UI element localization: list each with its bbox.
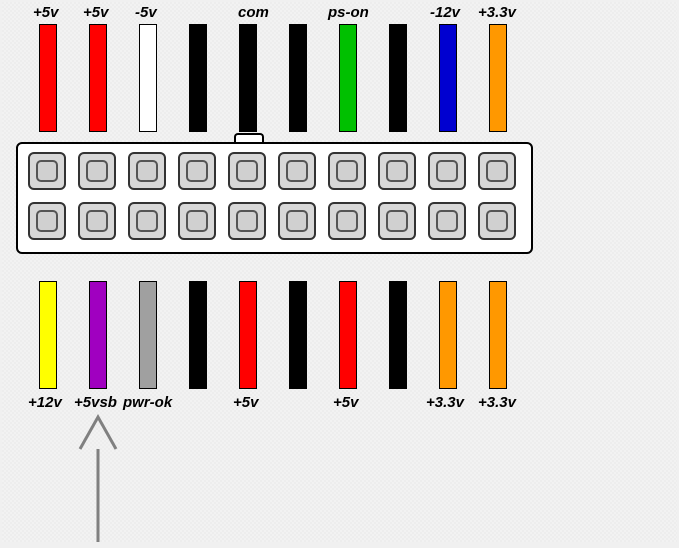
top-wire [289,24,307,132]
diagram-canvas: { "layout": { "wire_width": 18, "top_wir… [2,2,677,542]
connector-pin [278,152,316,190]
top-wire-label: ps-on [328,4,369,21]
bottom-wire-label: +5vsb [74,394,117,411]
bottom-wire-label: +3.3v [426,394,464,411]
connector-pin [28,152,66,190]
top-wire [339,24,357,132]
connector-pin [228,152,266,190]
top-wire [139,24,157,132]
connector-pin [328,152,366,190]
connector-pin [78,202,116,240]
bottom-wire [289,281,307,389]
connector-pin [478,202,516,240]
connector-pin [428,202,466,240]
connector-pin [328,202,366,240]
connector-pin [178,152,216,190]
top-wire [39,24,57,132]
bottom-wire [339,281,357,389]
bottom-wire-label: +5v [233,394,258,411]
bottom-wire [89,281,107,389]
bottom-wire-label: pwr-ok [123,394,172,411]
bottom-wire [139,281,157,389]
bottom-wire-label: +12v [28,394,62,411]
connector-pin [228,202,266,240]
connector-pin [78,152,116,190]
top-wire [489,24,507,132]
top-wire [439,24,457,132]
top-wire [89,24,107,132]
top-wire-label: com [238,4,269,21]
bottom-wire [189,281,207,389]
top-wire-label: -12v [430,4,460,21]
bottom-wire [439,281,457,389]
bottom-wire-label: +3.3v [478,394,516,411]
connector-pin [178,202,216,240]
connector-pin [428,152,466,190]
top-wire [389,24,407,132]
top-wire-label: -5v [135,4,157,21]
connector-pin [378,202,416,240]
bottom-wire [39,281,57,389]
top-wire-label: +3.3v [478,4,516,21]
connector-pin [278,202,316,240]
top-wire [189,24,207,132]
connector-pin [378,152,416,190]
top-wire-label: +5v [33,4,58,21]
bottom-wire-label: +5v [333,394,358,411]
top-wire-label: +5v [83,4,108,21]
connector-pin [28,202,66,240]
top-wire [239,24,257,132]
connector-pin [478,152,516,190]
connector-pin [128,202,166,240]
connector-pin [128,152,166,190]
bottom-wire [239,281,257,389]
bottom-wire [489,281,507,389]
bottom-wire [389,281,407,389]
